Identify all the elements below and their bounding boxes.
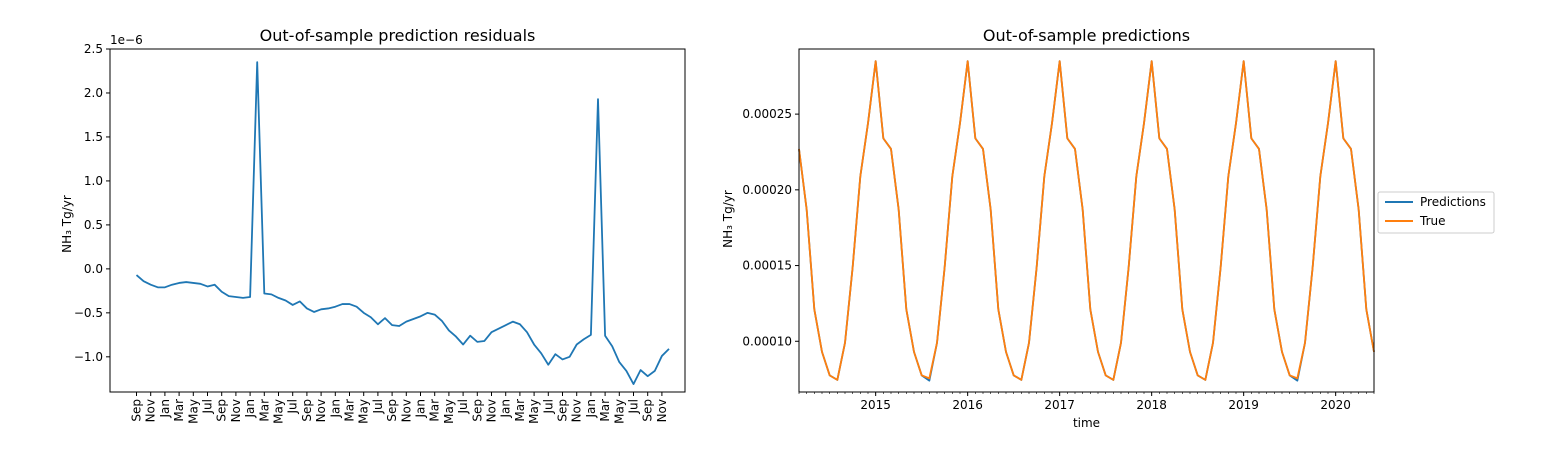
residuals-xtick-label: May	[357, 399, 371, 424]
residuals-xtick-label: Nov	[229, 399, 243, 422]
legend-label-predictions: Predictions	[1420, 195, 1486, 209]
residuals-xtick-label: Jul	[456, 399, 470, 414]
residuals-xtick-label: Sep	[641, 399, 655, 422]
predictions-xtick-label: 2020	[1320, 398, 1351, 412]
residuals-series	[135, 61, 670, 385]
residuals-ytick-label: 1.5	[84, 130, 103, 144]
residuals-xtick-label: Jul	[286, 399, 300, 414]
residuals-xtick-label: Jul	[627, 399, 641, 414]
residuals-xtick-label: Jan	[243, 399, 257, 419]
residuals-xtick-label: Sep	[130, 399, 144, 422]
predictions-series	[798, 60, 1375, 382]
residuals-ytick-label: 2.0	[84, 86, 103, 100]
residuals-chart: Out-of-sample prediction residuals 1e−6 …	[60, 26, 686, 424]
residuals-plot-frame	[109, 48, 686, 393]
predictions-xtick-label: 2016	[952, 398, 983, 412]
residuals-xtick-label: Nov	[655, 399, 669, 422]
residuals-xtick-label: Nov	[485, 399, 499, 422]
predictions-xlabel: time	[1073, 416, 1100, 430]
predictions-series-line-predictions	[798, 60, 1375, 382]
predictions-ylabel: NH₃ Tg/yr	[721, 190, 735, 248]
residuals-xtick-label: Mar	[343, 399, 357, 422]
predictions-ytick-label: 0.00025	[742, 107, 792, 121]
residuals-xtick-label: Jul	[371, 399, 385, 414]
residuals-xtick-label: May	[186, 399, 200, 424]
predictions-chart: Out-of-sample predictions NH₃ Tg/yr time…	[721, 26, 1375, 430]
predictions-plot-frame	[798, 48, 1375, 393]
residuals-xtick-label: Nov	[570, 399, 584, 422]
residuals-xtick-label: Jan	[584, 399, 598, 419]
residuals-ytick-label: −1.0	[74, 350, 103, 364]
predictions-ytick-label: 0.00010	[742, 334, 792, 348]
residuals-xtick-label: Jan	[414, 399, 428, 419]
predictions-axes: 0.00010 0.00015 0.00020 0.00025 2015 2016 2017…	[742, 107, 1375, 412]
residuals-xtick-label: Mar	[428, 399, 442, 422]
residuals-xtick-label: Nov	[144, 399, 158, 422]
residuals-xtick-label: Jul	[201, 399, 215, 414]
residuals-xtick-label: May	[272, 399, 286, 424]
residuals-xtick-label: Sep	[215, 399, 229, 422]
residuals-xtick-label: Nov	[399, 399, 413, 422]
residuals-ylabel: NH₃ Tg/yr	[60, 195, 74, 253]
predictions-chart-title: Out-of-sample predictions	[983, 26, 1190, 45]
predictions-series-line-true	[798, 60, 1375, 381]
residuals-xtick-label: May	[527, 399, 541, 424]
residuals-xtick-label: Sep	[385, 399, 399, 422]
legend-label-true: True	[1419, 214, 1446, 228]
residuals-ytick-label: 0.0	[84, 262, 103, 276]
residuals-xtick-label: Jan	[158, 399, 172, 419]
residuals-ytick-label: 0.5	[84, 218, 103, 232]
predictions-ytick-label: 0.00020	[742, 183, 792, 197]
predictions-ytick-label: 0.00015	[742, 259, 792, 273]
residuals-series-line	[135, 61, 670, 385]
residuals-xtick-label: Mar	[257, 399, 271, 422]
residuals-xtick-label: Jan	[499, 399, 513, 419]
residuals-xtick-label: Jan	[328, 399, 342, 419]
residuals-xtick-label: Jul	[541, 399, 555, 414]
residuals-chart-title: Out-of-sample prediction residuals	[260, 26, 536, 45]
residuals-xtick-label: May	[612, 399, 626, 424]
residuals-ytick-label: 2.5	[84, 42, 103, 56]
predictions-xtick-label: 2015	[860, 398, 891, 412]
residuals-offset-label: 1e−6	[110, 33, 143, 47]
predictions-legend: Predictions True	[1377, 191, 1495, 234]
residuals-xtick-label: Mar	[513, 399, 527, 422]
residuals-xtick-label: Mar	[598, 399, 612, 422]
residuals-xtick-label: May	[442, 399, 456, 424]
residuals-ytick-label: 1.0	[84, 174, 103, 188]
residuals-xtick-label: Sep	[300, 399, 314, 422]
predictions-xtick-label: 2019	[1228, 398, 1259, 412]
predictions-xtick-label: 2018	[1136, 398, 1167, 412]
residuals-xtick-label: Mar	[172, 399, 186, 422]
predictions-xtick-label: 2017	[1044, 398, 1075, 412]
residuals-xtick-label: Nov	[314, 399, 328, 422]
residuals-xtick-label: Sep	[556, 399, 570, 422]
residuals-ytick-label: −0.5	[74, 306, 103, 320]
residuals-xtick-label: Sep	[470, 399, 484, 422]
